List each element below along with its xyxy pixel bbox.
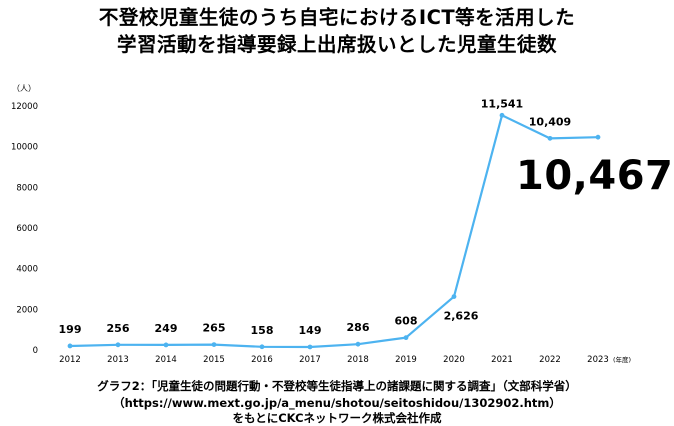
caption-line-1: グラフ2：「児童生徒の問題行動・不登校等生徒指導上の諸課題に関する調査」（文部科… (97, 379, 577, 393)
x-tick-label: 2019 (395, 355, 417, 365)
x-tick-label: 2018 (347, 355, 369, 365)
data-point (67, 343, 73, 349)
x-tick-label: 2017 (299, 355, 321, 365)
y-tick-label: 6000 (16, 224, 38, 234)
caption-line-2: （https://www.mext.go.jp/a_menu/shotou/se… (113, 396, 561, 410)
x-tick-label: 2022 (539, 355, 561, 365)
data-label: 608 (395, 315, 418, 328)
data-label: 149 (299, 324, 322, 337)
data-point (211, 342, 217, 348)
y-tick-label: 2000 (16, 305, 38, 315)
data-point (259, 344, 265, 350)
chart-title-line-2: 学習活動を指導要録上出席扱いとした児童生徒数 (116, 33, 557, 56)
x-tick-label: 2014 (155, 355, 177, 365)
data-label: 10,409 (529, 115, 571, 128)
x-tick-label: 2012 (59, 355, 81, 365)
x-tick-label: 2015 (203, 355, 225, 365)
x-tick-label: 2023 (587, 355, 609, 365)
data-label: 265 (203, 322, 226, 335)
data-point (451, 294, 457, 300)
data-label: 2,626 (444, 310, 479, 323)
y-tick-label: 10000 (11, 143, 38, 153)
data-point (115, 342, 121, 348)
data-point (355, 341, 361, 347)
series-line (68, 114, 600, 349)
y-unit-label: （人） (12, 84, 36, 93)
x-tick-label: 2016 (251, 355, 273, 365)
data-point (163, 342, 169, 348)
data-point (307, 344, 313, 350)
data-label: 199 (59, 323, 82, 336)
y-tick-label: 4000 (16, 265, 38, 275)
x-tick-label: 2013 (107, 355, 129, 365)
x-tick-label: 2020 (443, 355, 465, 365)
y-tick-label: 12000 (11, 102, 38, 112)
x-tick-label: 2021 (491, 355, 513, 365)
data-label: 249 (155, 322, 178, 335)
caption-line-3: をもとにCKCネットワーク株式会社作成 (232, 411, 442, 425)
y-tick-label: 0 (33, 346, 38, 356)
highlight-value: 10,467 (516, 153, 674, 199)
data-point (499, 112, 505, 118)
data-point (547, 135, 553, 141)
data-point (595, 134, 601, 140)
data-label: 11,541 (481, 97, 523, 110)
data-label: 256 (107, 322, 130, 335)
chart-title: 不登校児童生徒のうち自宅におけるICT等を活用した 学習活動を指導要録上出席扱い… (0, 4, 674, 58)
data-label: 286 (347, 321, 370, 334)
chart-title-line-1: 不登校児童生徒のうち自宅におけるICT等を活用した (98, 6, 576, 29)
data-point (403, 335, 409, 341)
data-label: 158 (251, 324, 274, 337)
y-tick-label: 8000 (16, 183, 38, 193)
x-unit-label: (年度) (613, 355, 631, 364)
